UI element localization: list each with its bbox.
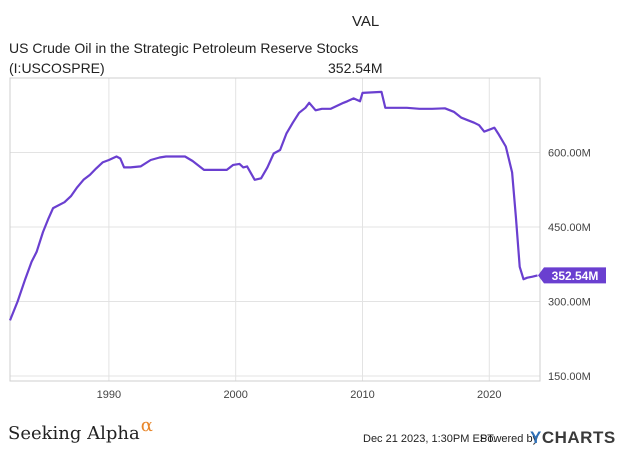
last-value-badge-label: 352.54M (552, 269, 599, 283)
last-value-badge-shape (538, 267, 606, 284)
plot-frame (9, 77, 541, 382)
y-tick-label: 600.00M (548, 148, 591, 160)
seeking-alpha-logo: Seeking Alphaα (8, 415, 153, 444)
grid (10, 78, 540, 381)
y-tick-label: 300.00M (548, 297, 591, 309)
alpha-icon: α (140, 415, 153, 436)
x-tick-label: 2000 (223, 389, 247, 401)
timestamp: Dec 21 2023, 1:30PM EST. (363, 433, 496, 445)
x-tick-label: 1990 (97, 389, 121, 401)
x-axis: 1990 2000 2010 2020 (97, 389, 502, 401)
x-tick-label: 2020 (477, 389, 501, 401)
ycharts-logo: YCHARTS (530, 428, 616, 447)
chart-symbol: VAL (352, 13, 380, 30)
series-line (8, 90, 538, 321)
y-tick-label: 150.00M (548, 371, 591, 383)
chart-ticker: (I:USCOSPRE) (9, 60, 105, 76)
powered-by-label: Powered by (480, 433, 539, 445)
chart-title: US Crude Oil in the Strategic Petroleum … (9, 40, 359, 56)
last-value: 352.54M (328, 60, 383, 76)
x-tick-label: 2010 (350, 389, 374, 401)
y-tick-label: 450.00M (548, 222, 591, 234)
last-value-badge: 352.54M (538, 267, 606, 284)
y-axis: 150.00M 300.00M 450.00M 600.00M (548, 148, 591, 384)
